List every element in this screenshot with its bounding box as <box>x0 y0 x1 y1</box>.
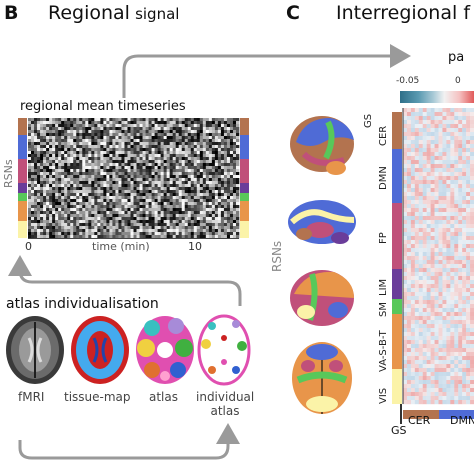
colorbar-tick-neg: -0.05 <box>396 76 420 86</box>
fmri-brain-slice <box>6 316 64 384</box>
colorbar-tick-zero: 0 <box>455 76 461 86</box>
rsn-brain-superior <box>292 342 352 414</box>
timeseries-y-label: RSNs <box>2 159 15 188</box>
matrix-axis-line <box>400 404 402 424</box>
atlas-title: atlas individualisation <box>6 296 159 312</box>
matrix-row-label-vasbt: VA-S-B-T <box>378 330 389 372</box>
matrix-row-label-lim: LIM <box>378 278 389 296</box>
timeseries-title: regional mean timeseries <box>20 99 186 114</box>
connectivity-matrix <box>402 108 474 405</box>
rsn-brain-medial <box>290 116 354 175</box>
timeseries-carpet-plot <box>28 118 240 239</box>
caption-fmri: fMRI <box>18 390 45 404</box>
panel-c-letter: C <box>286 2 300 24</box>
colorbar <box>400 91 474 103</box>
matrix-corner-label-gs: GS <box>391 424 407 437</box>
panel-b-title: Regional signal <box>48 2 179 24</box>
panel-b-letter: B <box>4 2 19 24</box>
caption-atlas: atlas <box>149 390 178 404</box>
caption-tissue-map: tissue-map <box>64 390 131 404</box>
rsn-brain-inferior <box>288 200 356 244</box>
matrix-row-label-dmn: DMN <box>378 166 389 190</box>
matrix-row-label-vis: VIS <box>378 387 389 404</box>
timeseries-x-tick-10: 10 <box>188 240 202 253</box>
rsn-brain-renderings <box>288 116 356 414</box>
atlas-brain-slice <box>136 316 194 384</box>
caption-individual-atlas: individual atlas <box>196 390 255 418</box>
panel-b-title-sub: signal <box>135 5 180 23</box>
brain-slices-row <box>6 314 251 386</box>
panel-b-title-main: Regional <box>48 2 130 24</box>
colorbar-label: pa <box>448 50 465 65</box>
matrix-row-label-gs: GS <box>363 113 374 128</box>
rsn-side-label: RSNs <box>270 240 284 272</box>
tissue-map-brain-slice <box>71 316 129 384</box>
matrix-bottom-label-dmn: DMN <box>450 414 474 427</box>
individual-atlas-brain-slice <box>197 314 251 386</box>
timeseries-x-tick-0: 0 <box>25 240 32 253</box>
timeseries-x-axis <box>28 238 239 239</box>
timeseries-x-axis-label: time (min) <box>92 240 150 253</box>
matrix-row-label-cer: CER <box>378 125 389 146</box>
matrix-bottom-label-cer: CER <box>408 414 431 427</box>
matrix-row-label-fp: FP <box>378 232 389 244</box>
timeseries-right-rsn-strip <box>240 118 249 238</box>
matrix-rsn-strip <box>392 112 402 404</box>
timeseries-left-rsn-strip <box>18 118 27 238</box>
matrix-bottom-strip <box>403 404 474 419</box>
panel-c-title: Interregional f <box>336 2 471 24</box>
matrix-row-label-sm: SM <box>378 302 389 317</box>
rsn-brain-lateral <box>290 270 354 326</box>
